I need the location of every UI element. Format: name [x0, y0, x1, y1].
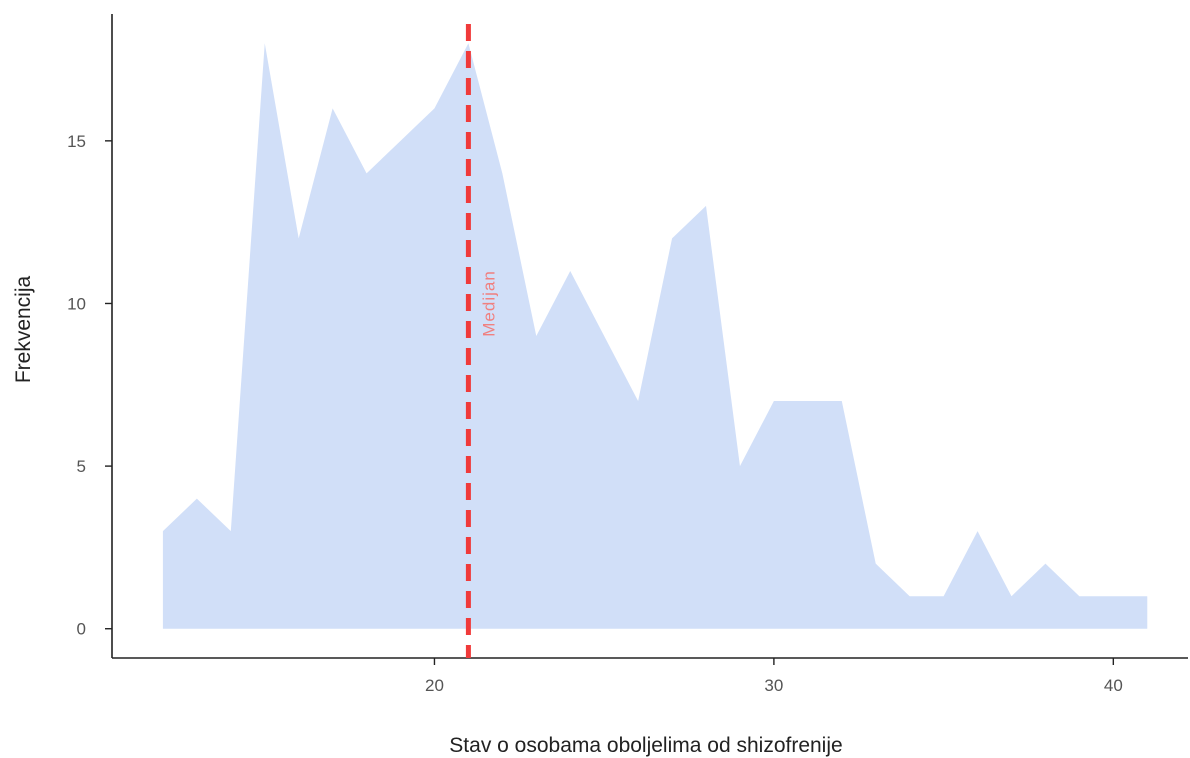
x-tick-label: 40 [1104, 676, 1123, 695]
median-annotation: Medijan [465, 24, 498, 658]
y-tick-label: 5 [77, 457, 86, 476]
y-tick-label: 0 [77, 620, 86, 639]
x-tick-label: 20 [425, 676, 444, 695]
area-layer [162, 43, 1148, 629]
frequency-area [162, 43, 1148, 629]
median-label: Medijan [479, 270, 498, 337]
y-ticks: 0 5 10 15 [67, 132, 112, 639]
x-axis-title: Stav o osobama oboljelima od shizofrenij… [449, 734, 842, 757]
x-tick-label: 30 [764, 676, 783, 695]
y-tick-label: 10 [67, 294, 86, 313]
x-ticks: 20 30 40 [425, 658, 1123, 695]
y-tick-label: 15 [67, 132, 86, 151]
y-axis-title: Frekvencija [12, 275, 35, 383]
axes [111, 14, 1188, 659]
